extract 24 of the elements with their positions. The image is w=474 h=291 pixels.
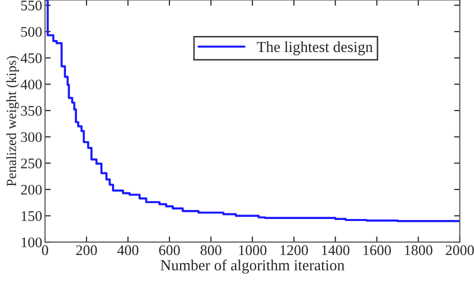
x-tick-label: 1200 <box>280 245 308 256</box>
y-tick-label: 450 <box>20 53 42 64</box>
y-tick-label: 550 <box>21 0 42 10</box>
y-axis-title: Penalized weight (kips) <box>6 56 19 186</box>
x-tick-label: 800 <box>200 245 222 256</box>
y-tick-label: 300 <box>21 132 42 142</box>
y-tick-label: 500 <box>21 26 42 37</box>
x-tick-label: 200 <box>76 245 97 256</box>
legend-label: The lightest design <box>256 41 373 56</box>
x-tick-label: 1800 <box>405 245 432 256</box>
y-tick-label: 100 <box>22 237 42 248</box>
y-tick-label: 200 <box>21 184 42 195</box>
x-tick-label: 600 <box>159 245 180 256</box>
x-tick-label: 1400 <box>322 245 350 256</box>
x-tick-label: 2000 <box>446 245 474 256</box>
y-tick-label: 250 <box>21 158 42 168</box>
x-tick-label: 1600 <box>364 245 391 256</box>
y-tick-label: 150 <box>22 211 42 221</box>
x-axis-title: Number of algorithm iteration <box>160 260 344 274</box>
x-tick-label: 1000 <box>239 245 266 256</box>
x-tick-label: 0 <box>42 245 48 256</box>
y-tick-label: 350 <box>21 106 42 116</box>
y-tick-label: 400 <box>20 80 42 90</box>
x-tick-label: 400 <box>117 245 138 256</box>
